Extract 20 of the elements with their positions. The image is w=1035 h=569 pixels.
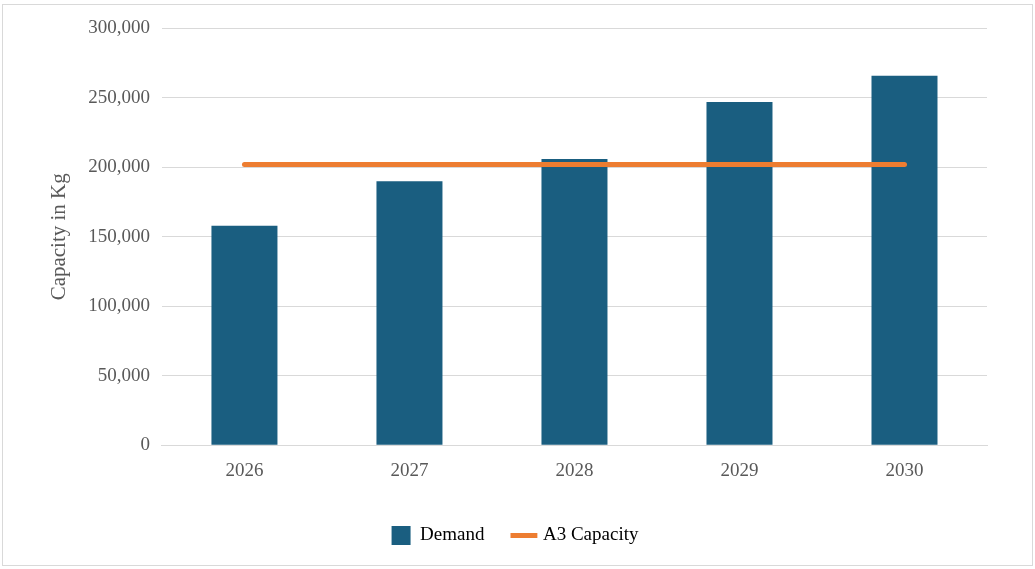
y-tick-label: 200,000: [88, 155, 150, 177]
legend-label: Demand: [420, 523, 485, 545]
bar: [541, 159, 608, 445]
y-tick-label: 300,000: [88, 16, 150, 38]
bar: [211, 225, 278, 445]
x-tick-label: 2026: [225, 458, 264, 480]
x-tick-label: 2027: [390, 458, 429, 480]
x-tick-label: 2028: [555, 458, 594, 480]
y-axis-title: Capacity in Kg: [46, 172, 71, 301]
y-tick-label: 150,000: [88, 224, 150, 246]
bar: [706, 102, 773, 445]
y-tick-label: 50,000: [97, 363, 150, 385]
x-tick-label: 2030: [885, 458, 924, 480]
bar: [376, 181, 443, 445]
legend-label: A3 Capacity: [542, 523, 639, 545]
y-tick-label: 100,000: [88, 294, 150, 316]
x-tick-label: 2029: [720, 458, 759, 480]
y-tick-label: 250,000: [88, 85, 150, 107]
bar: [871, 75, 938, 445]
y-tick-label: 0: [140, 433, 150, 455]
